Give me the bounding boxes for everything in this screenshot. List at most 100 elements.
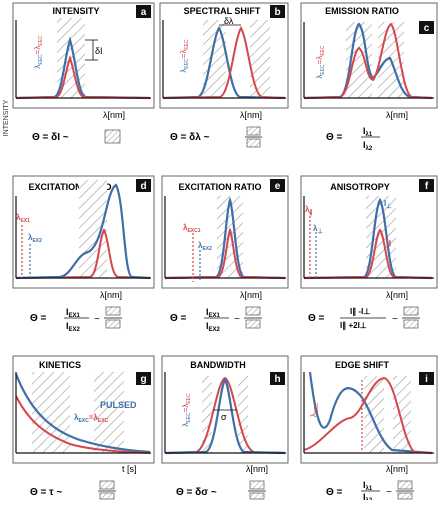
excitation-label-2: λEX2 [28,233,42,244]
panel-letter-badge [419,372,434,385]
panel-letter: g [140,374,146,385]
panel-b: SPECTRAL SHIFT b λEEC=λEEC δλ λ[nm] Θ = … [159,2,289,148]
fraction-denominator: Iλ2 [363,492,373,500]
spectrum-curve-red [164,227,286,279]
panel-g: KINETICS g PULSED λEXC=λEXC t [s] Θ = τ … [12,355,155,500]
spectrum-curve-blue [308,371,433,455]
spectrum-curve-red [164,376,286,454]
formula-hatch-icon-bottom [245,319,261,329]
fraction-numerator: Iλ1 [363,480,373,492]
panel-title: EXCITATION RATIO [179,182,262,192]
fraction-numerator: Iλ1 [363,126,373,138]
decay-curve-red [15,395,151,454]
intensity-parallel-label: I∥ [386,236,391,247]
formula: Θ = [308,313,325,324]
formula: Θ = [326,132,343,143]
spectrum-curve-red [303,228,433,279]
formula: Θ = [326,487,343,498]
panel-letter-badge [136,372,151,385]
fraction-numerator: IEX1 [66,307,81,319]
spectrum-curve-red [303,22,433,99]
delta-lambda-label: δλ [224,16,234,26]
formula: Θ = [30,313,47,324]
spectrum-curve-blue [303,197,433,280]
lambda-perp-label: λ⊥ [313,224,323,235]
panel-letter-badge [419,179,434,192]
fraction-denominator: I∥ +2I⊥ [340,321,367,330]
x-axis-label: λ[nm] [100,290,122,300]
panel-letter-badge [419,21,434,34]
panel-letter-badge [136,5,151,18]
panel-letter: i [425,374,428,385]
formula-hatch-icon-bottom [403,319,419,329]
excitation-label-1: λEX1 [16,213,30,224]
spectrum-curve-red [15,228,151,279]
formula-hatch-icon-top [105,306,121,316]
fraction-denominator: IEX2 [66,321,81,333]
decay-curve-blue [14,373,151,454]
panel-letter: b [274,7,280,18]
spectrum-curve-blue [164,378,286,455]
panel-title: SPECTRAL SHIFT [184,6,261,16]
panel-frame [161,355,289,464]
delta-i-label: δI [95,46,103,56]
x-axis-label: t [s] [122,464,137,474]
panel-letter-badge [136,179,151,192]
spectrum-curve-red [303,376,433,454]
panel-letter: f [425,181,429,192]
tilde-symbol: ~ [392,314,398,325]
spectrum-curve-blue [162,25,286,100]
x-axis-label: λ[nm] [246,464,268,474]
formula-hatch-icon-top [249,480,265,490]
panel-h: BANDWIDTH h λEEC=λEEC σ λ[nm] Θ = δσ ~ [161,355,289,500]
spectrum-curve-blue [15,36,151,100]
formula: Θ = δσ ~ [176,487,217,498]
panel-f: ANISOTROPY f λ∥ λ⊥ I⊥ I∥ λ[nm] Θ = I∥ -I… [300,175,438,330]
panel-title: ANISOTROPY [330,182,390,192]
panel-title: KINETICS [39,360,81,370]
formula-hatch-icon-bottom [397,492,413,500]
lambda-annotation: λEEC=λEEC [179,39,190,73]
intensity-perp-label: I⊥ [384,199,391,210]
formula-hatch-icon-top [397,480,413,490]
x-axis-label: λ[nm] [103,110,125,120]
filter-band [79,180,107,278]
x-axis-label: λ[nm] [240,110,262,120]
panel-title: EMISSION RATIO [325,6,399,16]
panel-e: EXCITATION RATIO e λEXC1 λEX2 λ[nm] Θ = … [161,175,289,333]
spectrum-curve-blue [15,183,151,280]
x-axis-label: λ[nm] [240,290,262,300]
fraction-denominator: Iλ2 [363,140,373,152]
excitation-label-1: λEXC1 [183,223,201,234]
panel-letter-badge [270,179,285,192]
spectrum-curve-red [162,26,286,99]
panel-letter: e [275,181,281,192]
formula-hatch-icon-bottom [105,319,121,329]
spectrum-curve-red [15,55,151,99]
formula: Θ = δI ~ [32,132,69,143]
filter-band-2 [393,376,411,453]
panel-c: EMISSION RATIO c λEEC=λEEC λ[nm] Θ = Iλ1… [300,2,438,152]
x-axis-label: λ[nm] [386,464,408,474]
lambda-annotation: λEEC=λEEC [33,35,44,69]
panel-a: INTENSITY a λEEC=λEEC δI λ[nm] Θ = δI ~ [12,2,155,144]
filter-band-1 [203,20,226,98]
excitation-annotation: λEXC=λEXC [74,413,109,424]
fraction-numerator: I∥ -I⊥ [350,307,370,316]
panel-title: EXCITATION RATIO [29,182,112,192]
spectrum-curve-blue [164,197,286,280]
panel-letter: a [141,7,147,18]
tilde-symbol: ~ [234,314,240,325]
panel-letter: h [274,374,280,385]
tilde-symbol: ~ [386,487,392,498]
lambda-annotation: λEEC [309,402,320,417]
formula-hatch-icon-bottom [99,492,115,500]
panel-d: EXCITATION RATIO d λEX1 λEX2 λ[nm] Θ = I… [12,175,155,333]
fraction-denominator: IEX2 [206,321,221,333]
formula-hatch-icon-bottom [246,138,261,148]
formula-hatch-icon-top [99,480,115,490]
formula: Θ = [170,313,187,324]
panel-title: INTENSITY [52,6,99,16]
